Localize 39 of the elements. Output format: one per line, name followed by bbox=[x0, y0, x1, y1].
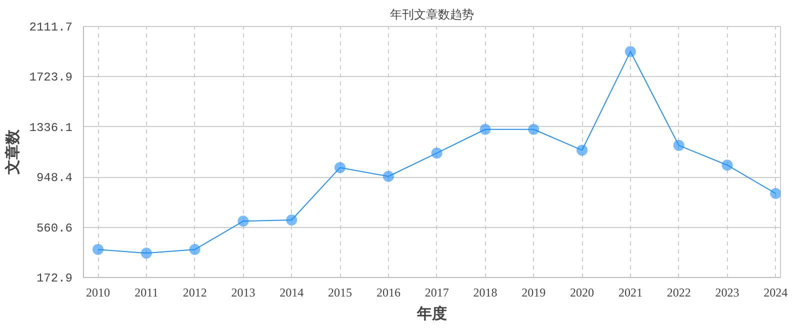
x-tick-label: 2012 bbox=[182, 286, 207, 300]
x-tick-label: 2014 bbox=[280, 286, 304, 300]
y-tick-label: 1723.9 bbox=[29, 70, 73, 85]
y-tick-label: 2111.7 bbox=[29, 20, 73, 34]
point bbox=[92, 244, 104, 256]
chart-title: 年刊文章数趋势 bbox=[390, 8, 474, 22]
x-tick-label: 2015 bbox=[328, 286, 352, 300]
x-tick-label: 2013 bbox=[231, 286, 256, 300]
point bbox=[770, 188, 780, 199]
y-tick-label: 172.9 bbox=[36, 272, 73, 286]
point bbox=[480, 124, 491, 135]
point bbox=[286, 214, 298, 226]
x-tick-label: 2021 bbox=[618, 286, 642, 300]
point bbox=[722, 160, 733, 171]
x-tick-label: 2016 bbox=[376, 286, 400, 300]
x-tick-label: 2019 bbox=[522, 286, 546, 300]
point bbox=[576, 144, 588, 156]
point bbox=[334, 162, 346, 174]
x-tick-label: 2010 bbox=[86, 286, 110, 300]
point bbox=[673, 140, 684, 151]
point bbox=[431, 148, 442, 159]
x-tick-label: 2018 bbox=[473, 286, 498, 300]
y-tick-label: 560.6 bbox=[36, 221, 73, 236]
point bbox=[382, 170, 394, 182]
x-tick-label: 2017 bbox=[424, 286, 449, 300]
x-tick-label: 2020 bbox=[570, 286, 594, 300]
x-tick-label: 2022 bbox=[666, 286, 691, 300]
point bbox=[189, 244, 200, 256]
point bbox=[528, 124, 540, 135]
point bbox=[238, 216, 249, 227]
y-tick-label: 948.4 bbox=[36, 171, 73, 186]
x-tick-label: 2011 bbox=[134, 286, 158, 300]
x-tick-label: 2024 bbox=[764, 286, 788, 300]
point bbox=[624, 46, 636, 58]
y-axis-title: 文章数 bbox=[3, 128, 22, 176]
point bbox=[140, 248, 152, 259]
x-tick-label: 2023 bbox=[715, 286, 740, 300]
y-tick-label: 1336.1 bbox=[29, 120, 73, 135]
x-axis-title: 年度 bbox=[416, 304, 447, 322]
